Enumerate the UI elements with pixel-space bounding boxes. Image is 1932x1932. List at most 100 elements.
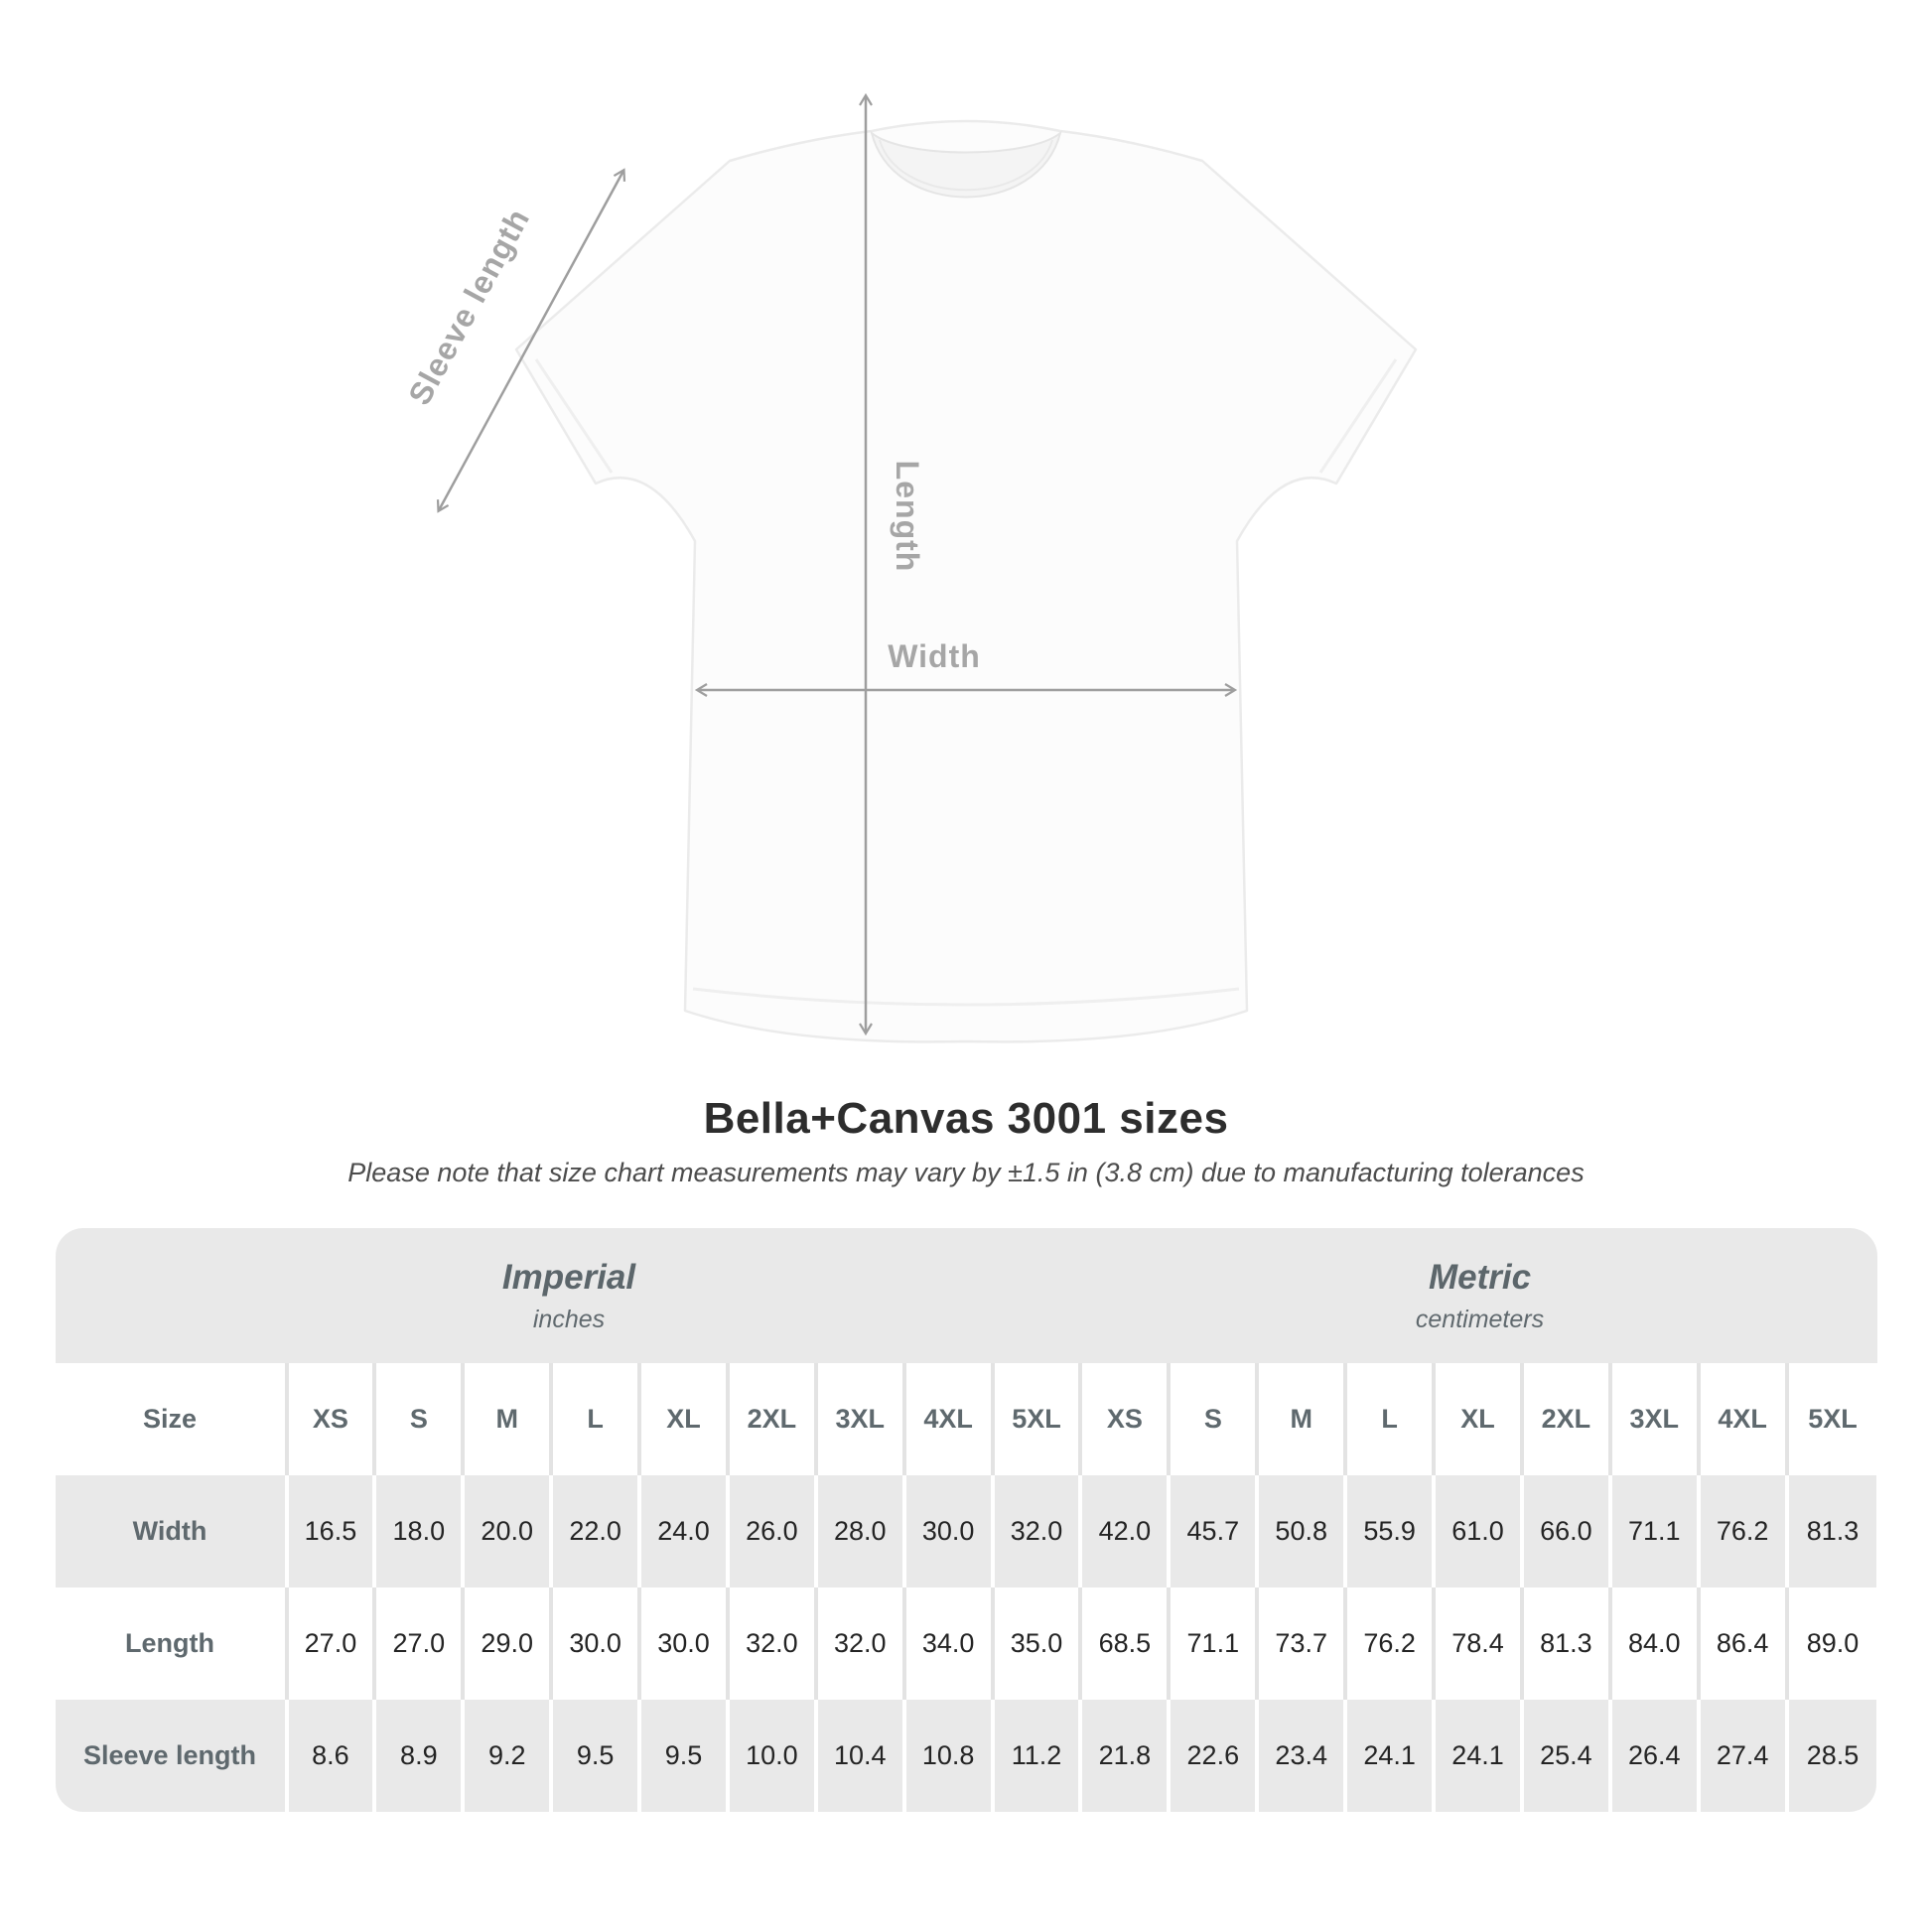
sleeve-value-cell: 8.6: [288, 1700, 377, 1812]
length-value-cell: 73.7: [1259, 1587, 1348, 1700]
length-row-label: Length: [55, 1587, 289, 1700]
sleeve-value-cell: 21.8: [1082, 1700, 1172, 1812]
right-sleeve-hem: [1318, 358, 1398, 474]
width-value-cell: 81.3: [1788, 1475, 1877, 1587]
width-value-cell: 55.9: [1347, 1475, 1437, 1587]
metric-header-name: Metric: [1428, 1257, 1532, 1297]
length-value-cell: 84.0: [1611, 1587, 1701, 1700]
length-value-cell: 34.0: [905, 1587, 995, 1700]
size-header-cell: 3XL: [1611, 1363, 1701, 1475]
width-value-cell: 76.2: [1700, 1475, 1789, 1587]
length-value-cell: 86.4: [1700, 1587, 1789, 1700]
sleeve-value-cell: 24.1: [1436, 1700, 1524, 1812]
size-header-cell: 2XL: [729, 1363, 818, 1475]
collar-seam: [879, 139, 1053, 192]
sleeve-value-cell: 10.0: [729, 1700, 818, 1812]
imperial-header-name: Imperial: [501, 1257, 636, 1297]
sleeve-length-arrow: [436, 168, 626, 513]
width-value-cell: 42.0: [1082, 1475, 1172, 1587]
width-value-cell: 28.0: [817, 1475, 906, 1587]
size-header-cell: XL: [1436, 1363, 1524, 1475]
sleeve-value-cell: 22.6: [1171, 1700, 1260, 1812]
size-header-cell: 2XL: [1523, 1363, 1612, 1475]
size-header-cell: 5XL: [1788, 1363, 1877, 1475]
sleeve-value-cell: 8.9: [376, 1700, 466, 1812]
tshirt-shape: [514, 119, 1418, 1043]
sleeve-length-row: Sleeve length 8.6 8.9 9.2 9.5 9.5 10.0 10.4 10.…: [55, 1700, 1877, 1812]
tolerance-note: Please note that size chart measurements…: [347, 1158, 1585, 1187]
length-value-cell: 78.4: [1436, 1587, 1524, 1700]
sleeve-value-cell: 10.4: [817, 1700, 906, 1812]
width-row: Width 16.5 18.0 20.0 22.0 24.0 26.0 28.0 30.0 32…: [55, 1475, 1877, 1587]
width-value-cell: 50.8: [1259, 1475, 1348, 1587]
sleeve-value-cell: 9.5: [553, 1700, 642, 1812]
length-value-cell: 81.3: [1523, 1587, 1612, 1700]
size-header-cell: 4XL: [905, 1363, 995, 1475]
size-header-cell: S: [376, 1363, 466, 1475]
length-value-cell: 32.0: [817, 1587, 906, 1700]
size-header-cell: S: [1171, 1363, 1260, 1475]
width-value-cell: 66.0: [1523, 1475, 1612, 1587]
width-value-cell: 22.0: [553, 1475, 642, 1587]
metric-header: Metric centimeters: [1083, 1228, 1877, 1363]
tshirt-measurement-diagram: Sleeve length Length Width: [401, 92, 1418, 1043]
size-header-cell: 3XL: [817, 1363, 906, 1475]
width-value-cell: 45.7: [1171, 1475, 1260, 1587]
width-value-cell: 18.0: [376, 1475, 466, 1587]
size-header-cell: M: [1259, 1363, 1348, 1475]
size-chart-table: Imperial inches Metric centimeters Size …: [55, 1228, 1877, 1812]
length-value-cell: 35.0: [994, 1587, 1083, 1700]
length-value-cell: 27.0: [376, 1587, 466, 1700]
sleeve-value-cell: 11.2: [994, 1700, 1083, 1812]
sleeve-value-cell: 24.1: [1347, 1700, 1437, 1812]
size-header-cell: M: [465, 1363, 554, 1475]
width-value-cell: 24.0: [641, 1475, 730, 1587]
length-value-cell: 27.0: [288, 1587, 377, 1700]
metric-header-unit: centimeters: [1415, 1305, 1545, 1333]
width-value-cell: 30.0: [905, 1475, 995, 1587]
length-value-cell: 29.0: [465, 1587, 554, 1700]
length-value-cell: 30.0: [641, 1587, 730, 1700]
length-value-cell: 32.0: [729, 1587, 818, 1700]
width-value-cell: 16.5: [288, 1475, 377, 1587]
size-header-cell: 5XL: [994, 1363, 1083, 1475]
size-row-label: Size: [55, 1363, 289, 1475]
imperial-header-unit: inches: [532, 1305, 606, 1333]
imperial-header: Imperial inches: [56, 1228, 1083, 1363]
size-header-cell: 4XL: [1700, 1363, 1789, 1475]
sleeve-value-cell: 27.4: [1700, 1700, 1789, 1812]
tshirt-illustration: [514, 119, 1418, 1043]
sleeve-value-cell: 25.4: [1523, 1700, 1612, 1812]
size-header-row: Size XS S M L XL 2XL 3XL 4XL 5XL XS S M L XL 2XL 3XL 4XL…: [55, 1363, 1877, 1475]
sleeve-value-cell: 10.8: [905, 1700, 995, 1812]
unit-header-row: Imperial inches Metric centimeters: [55, 1228, 1877, 1363]
size-header-cell: L: [1347, 1363, 1437, 1475]
length-value-cell: 71.1: [1171, 1587, 1260, 1700]
sleeve-length-label: Sleeve length: [401, 203, 536, 411]
length-value-cell: 68.5: [1082, 1587, 1172, 1700]
width-value-cell: 20.0: [465, 1475, 554, 1587]
width-value-cell: 71.1: [1611, 1475, 1701, 1587]
length-value-cell: 89.0: [1788, 1587, 1877, 1700]
length-value-cell: 30.0: [553, 1587, 642, 1700]
bottom-hem: [692, 987, 1240, 1007]
width-value-cell: 61.0: [1436, 1475, 1524, 1587]
size-header-cell: XS: [288, 1363, 377, 1475]
sleeve-value-cell: 26.4: [1611, 1700, 1701, 1812]
sleeve-value-cell: 28.5: [1788, 1700, 1877, 1812]
length-value-cell: 76.2: [1347, 1587, 1437, 1700]
length-label: Length: [890, 461, 925, 573]
sleeve-value-cell: 9.5: [641, 1700, 730, 1812]
length-row: Length 27.0 27.0 29.0 30.0 30.0 32.0 32.0 34.0 3…: [55, 1587, 1877, 1700]
sleeve-value-cell: 9.2: [465, 1700, 554, 1812]
page-title: Bella+Canvas 3001 sizes: [703, 1094, 1229, 1143]
width-row-label: Width: [55, 1475, 289, 1587]
width-value-cell: 26.0: [729, 1475, 818, 1587]
sleeve-length-row-label: Sleeve length: [55, 1700, 289, 1812]
size-header-cell: L: [553, 1363, 642, 1475]
size-header-cell: XS: [1082, 1363, 1172, 1475]
width-value-cell: 32.0: [994, 1475, 1083, 1587]
size-header-cell: XL: [641, 1363, 730, 1475]
sleeve-value-cell: 23.4: [1259, 1700, 1348, 1812]
width-label: Width: [888, 638, 981, 674]
